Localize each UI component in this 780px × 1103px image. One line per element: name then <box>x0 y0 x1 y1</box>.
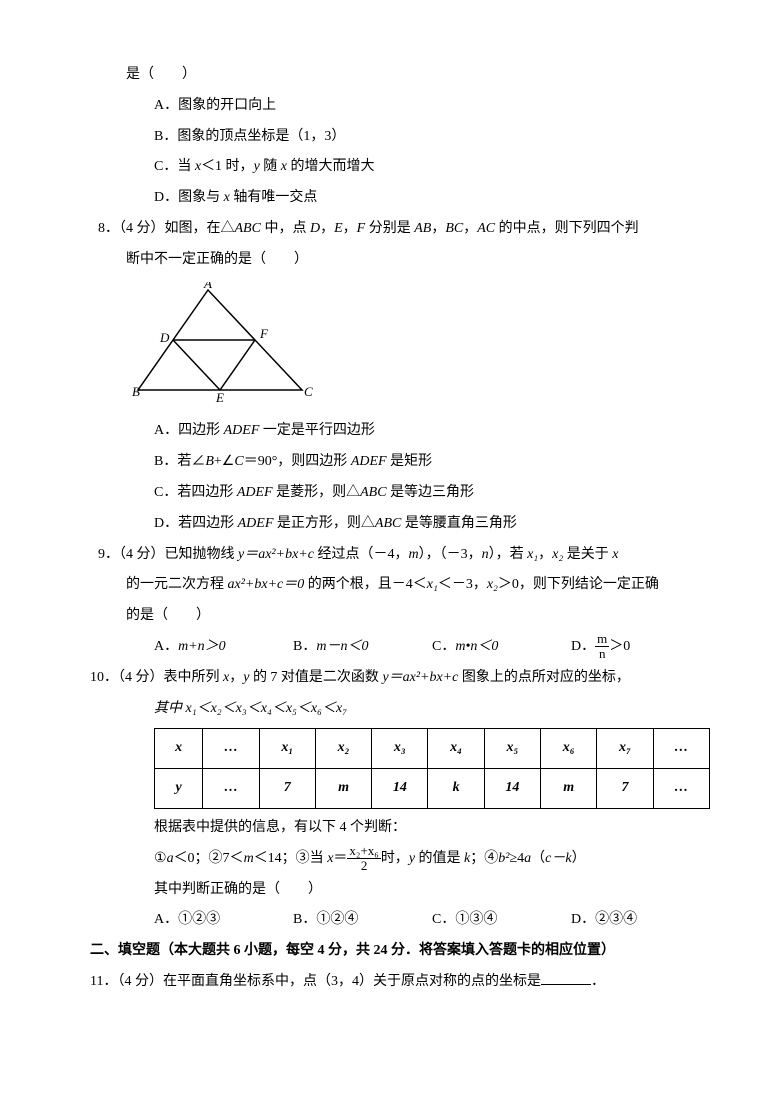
q10-stem: 10．（4 分）表中所列 x，y 的 7 对值是二次函数 y＝ax²+bx+c … <box>70 663 710 694</box>
q10-opt-a: A．①②③ <box>154 905 293 936</box>
q9-opt-c: C．m•n＜0 <box>432 632 571 663</box>
q8-stem-2: 断中不一定正确的是（ ） <box>70 245 710 276</box>
q8-opt-c: C．若四边形 ADEF 是菱形，则△ABC 是等边三角形 <box>70 478 710 509</box>
q8-figure: A B C D F E <box>70 282 710 415</box>
q10-opt-c: C．①③④ <box>432 905 571 936</box>
q11-stem: 11．（4 分）在平面直角坐标系中，点（3，4）关于原点对称的点的坐标是． <box>70 967 710 998</box>
q7-opt-a: A．图象的开口向上 <box>70 91 710 122</box>
svg-text:B: B <box>132 384 140 399</box>
q8-stem: 8．（4 分）如图，在△ABC 中，点 D，E，F 分别是 AB，BC，AC 的… <box>70 214 710 245</box>
q9-opt-a: A．m+n＞0 <box>154 632 293 663</box>
table-row: y…7m14k14m7… <box>155 769 710 809</box>
q10-line3: 根据表中提供的信息，有以下 4 个判断： <box>70 813 710 844</box>
q7-tail: 是（ ） <box>70 60 710 91</box>
q8-opt-b: B．若∠B+∠C＝90°，则四边形 ADEF 是矩形 <box>70 447 710 478</box>
q7-opt-b: B．图象的顶点坐标是（1，3） <box>70 122 710 153</box>
section-2-header: 二、填空题（本大题共 6 小题，每空 4 分，共 24 分．将答案填入答题卡的相… <box>70 936 710 967</box>
q8-opt-d: D．若四边形 ADEF 是正方形，则△ABC 是等腰直角三角形 <box>70 509 710 540</box>
q8-opt-a: A．四边形 ADEF 一定是平行四边形 <box>70 416 710 447</box>
q9-stem-3: 的是（ ） <box>70 601 710 632</box>
fill-blank <box>541 970 591 985</box>
svg-text:E: E <box>215 390 224 402</box>
q9-opt-b: B．m－n＜0 <box>293 632 432 663</box>
q10-line5: 其中判断正确的是（ ） <box>70 875 710 906</box>
q7-opt-d: D．图象与 x 轴有唯一交点 <box>70 183 710 214</box>
q9-opt-d: D．mn＞0 <box>571 632 710 663</box>
q10-options: A．①②③ B．①②④ C．①③④ D．②③④ <box>70 905 710 936</box>
q10-opt-b: B．①②④ <box>293 905 432 936</box>
table-row: x…x₁x₂x₃x₄x₅x₆x₇… <box>155 729 710 769</box>
q10-table: x…x₁x₂x₃x₄x₅x₆x₇… y…7m14k14m7… <box>154 728 710 809</box>
q10-opt-d: D．②③④ <box>571 905 710 936</box>
q9-stem: 9．（4 分）已知抛物线 y＝ax²+bx+c 经过点（－4，m），（－3，n）… <box>70 540 710 571</box>
svg-text:C: C <box>304 384 313 399</box>
svg-text:F: F <box>259 326 269 341</box>
q7-opt-c: C．当 x＜1 时，y 随 x 的增大而增大 <box>70 152 710 183</box>
svg-text:D: D <box>159 330 170 345</box>
q10-line4: ①a＜0；②7＜m＜14；③当 x＝x₂+x₆2时，y 的值是 k；④b²≥4a… <box>70 844 710 875</box>
q10-stem-2: 其中 x₁＜x₂＜x₃＜x₄＜x₅＜x₆＜x₇ <box>70 694 710 725</box>
svg-text:A: A <box>203 282 212 291</box>
q9-options: A．m+n＞0 B．m－n＜0 C．m•n＜0 D．mn＞0 <box>70 632 710 663</box>
q9-stem-2: 的一元二次方程 ax²+bx+c＝0 的两个根，且－4＜x₁＜－3，x₂＞0，则… <box>70 570 710 601</box>
